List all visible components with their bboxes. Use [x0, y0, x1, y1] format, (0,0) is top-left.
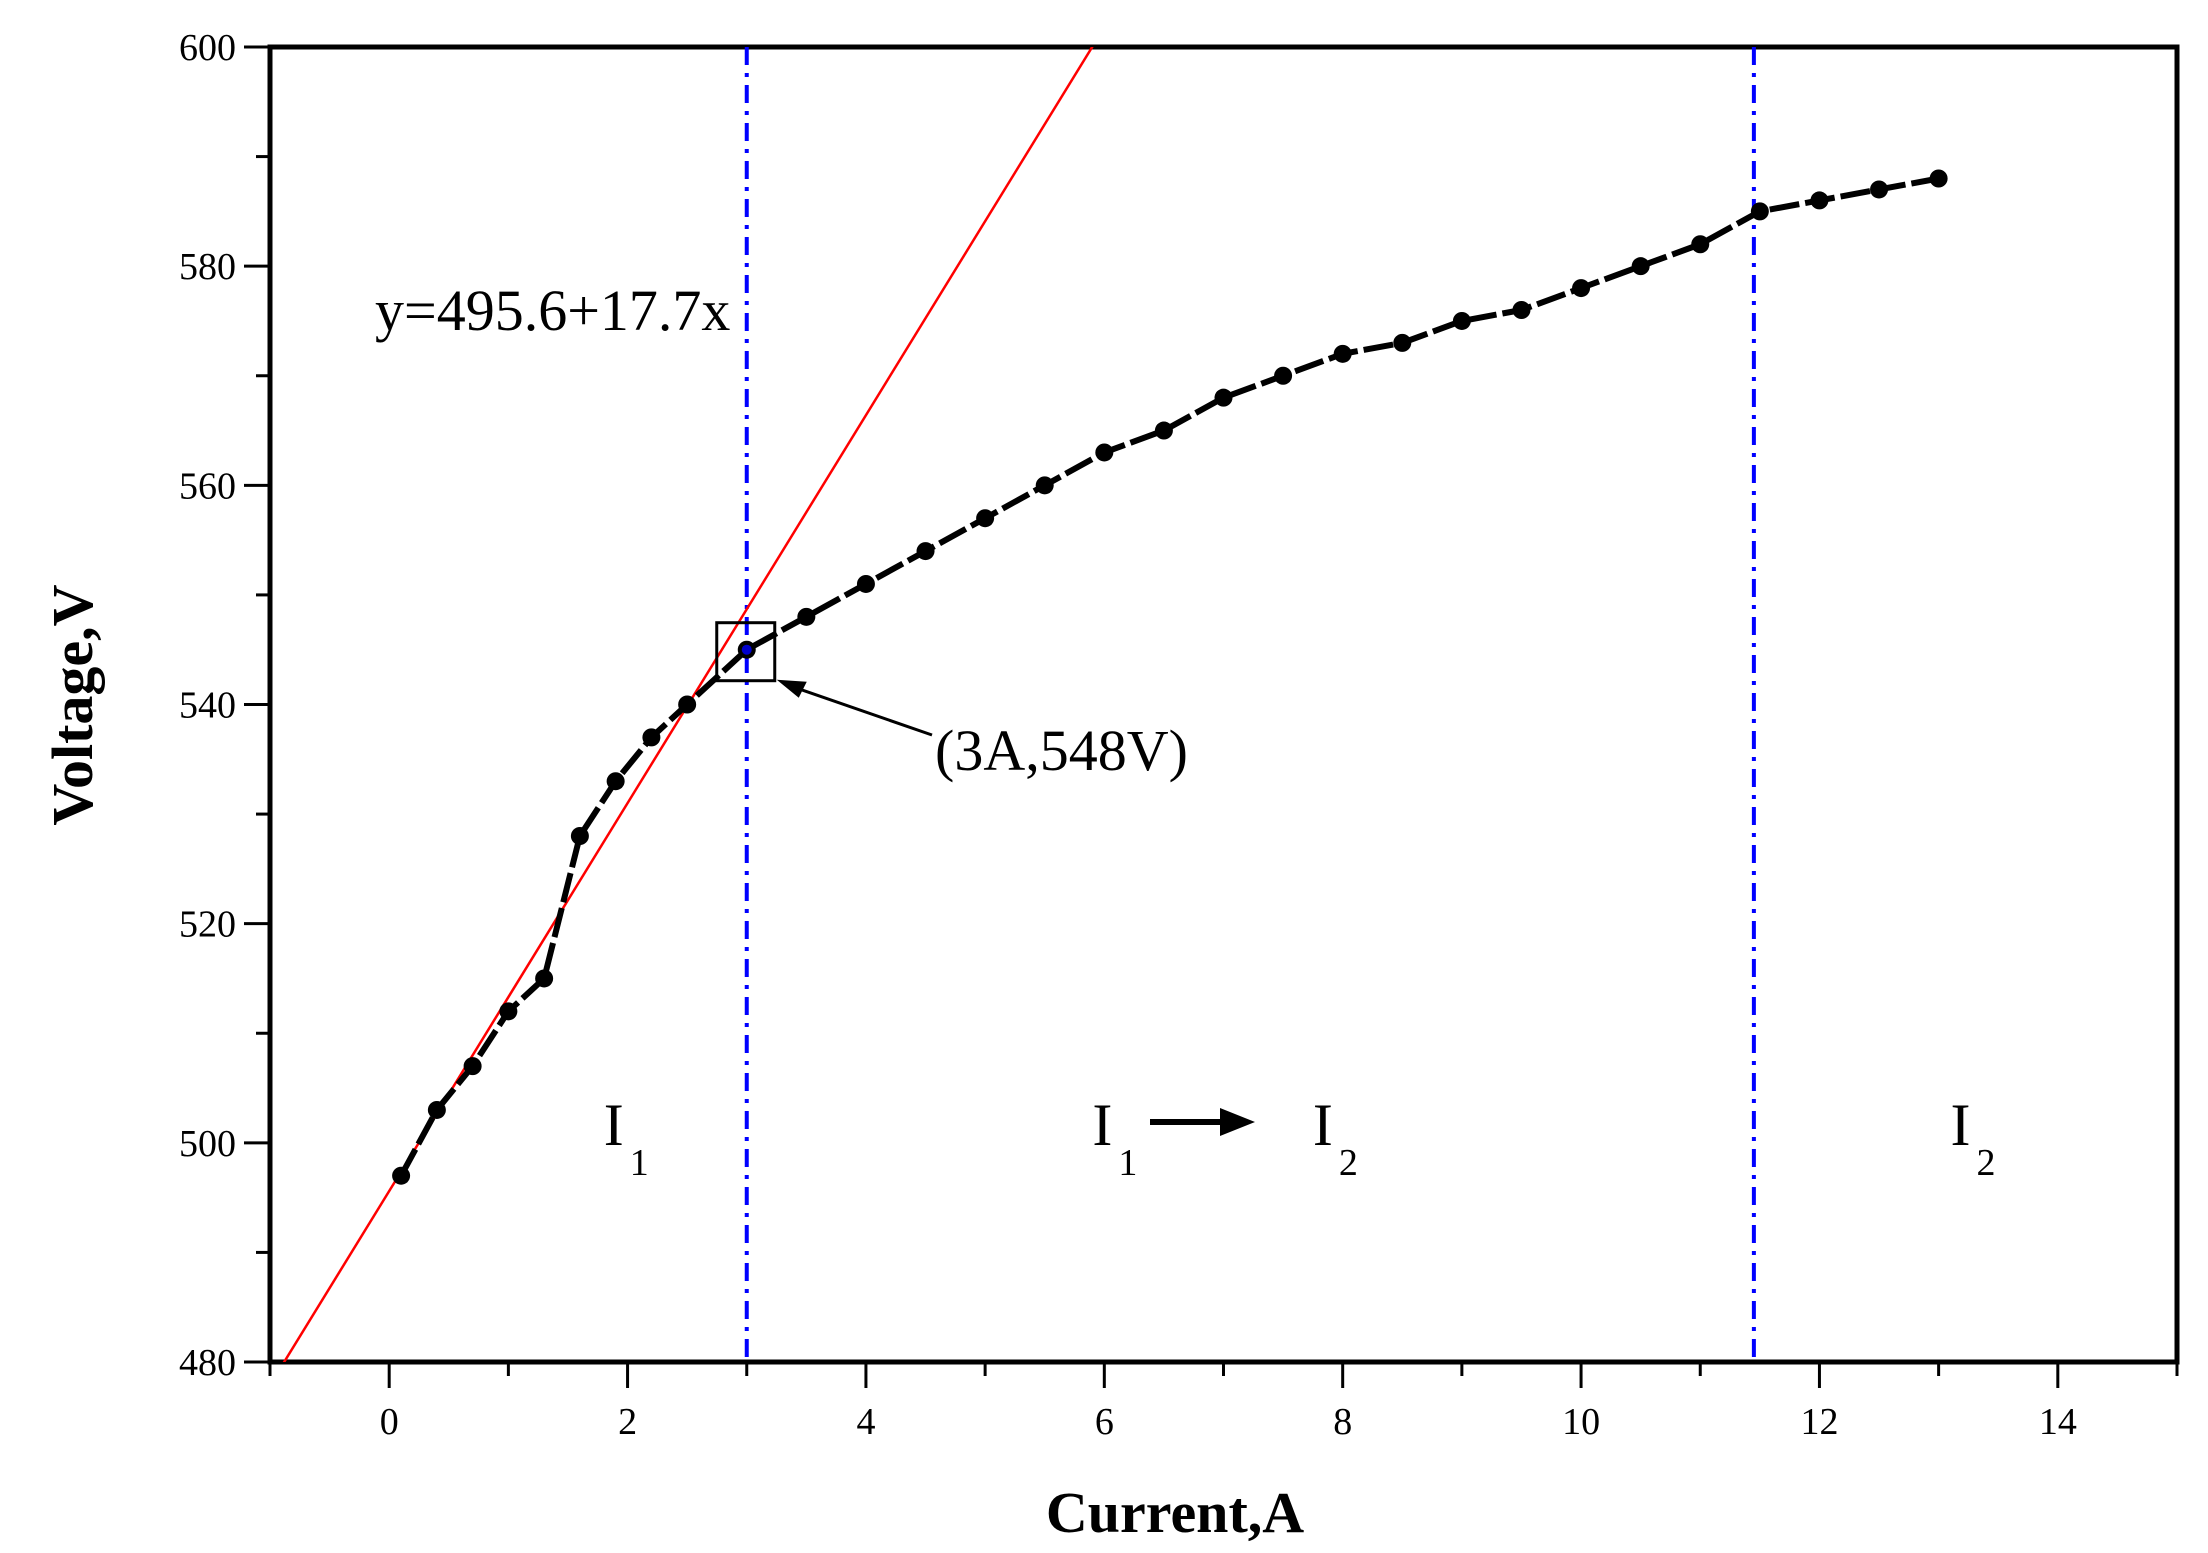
data-point: [1274, 366, 1293, 385]
data-point: [1810, 191, 1829, 210]
region-label-subscript: 1: [1118, 1142, 1137, 1184]
region-label-subscript: 2: [1977, 1142, 1996, 1184]
data-point: [1870, 180, 1889, 199]
annotation-arrow-shaft: [786, 683, 933, 737]
data-point: [642, 728, 661, 747]
data-point: [1095, 443, 1114, 462]
region-label-subscript: 1: [630, 1142, 649, 1184]
plot-frame: [267, 44, 2180, 1365]
data-point: [570, 827, 589, 845]
annotation-arrow-head: [776, 679, 807, 698]
x-tick-label: 0: [380, 1401, 399, 1443]
x-tick-label: 10: [1562, 1401, 1600, 1443]
data-point: [1035, 476, 1054, 495]
series-line: [398, 175, 1940, 1178]
region-label: I: [604, 1092, 624, 1158]
y-tick-label: 480: [179, 1342, 236, 1384]
x-axis-title: Current,A: [1046, 1480, 1304, 1545]
y-tick-label: 560: [179, 465, 236, 507]
data-point: [1214, 388, 1233, 407]
highlight-label: (3A,548V): [935, 718, 1188, 783]
data-point: [1572, 279, 1591, 298]
data-point: [392, 1166, 411, 1185]
region-label: I: [1951, 1092, 1971, 1158]
x-tick-label: 12: [1800, 1401, 1838, 1443]
data-point: [1393, 333, 1412, 352]
y-tick-label: 520: [179, 904, 236, 946]
y-tick-label: 540: [179, 685, 236, 727]
fit-equation-label: y=495.6+17.7x: [375, 278, 730, 343]
data-point: [1452, 311, 1471, 330]
data-point: [916, 542, 935, 561]
data-point: [1750, 202, 1769, 221]
region-label: I: [1313, 1092, 1333, 1158]
data-point: [535, 969, 554, 988]
plot-area: [282, 47, 1948, 1362]
data-point: [463, 1057, 482, 1076]
data-point: [1929, 169, 1948, 188]
transition-arrow-head: [1220, 1108, 1255, 1136]
data-point: [606, 772, 625, 791]
data-point: [1333, 344, 1352, 363]
data-point: [976, 509, 995, 528]
x-tick-label: 2: [618, 1401, 637, 1443]
region-label-subscript: 2: [1339, 1142, 1358, 1184]
data-point: [499, 1002, 518, 1021]
x-tick-label: 4: [856, 1401, 875, 1443]
data-point: [1631, 257, 1650, 276]
data-point: [856, 574, 875, 593]
data-point: [1154, 421, 1173, 440]
data-point: [797, 607, 816, 626]
x-tick-label: 6: [1095, 1401, 1114, 1443]
y-tick-label: 600: [179, 27, 236, 69]
data-point: [1512, 301, 1531, 319]
x-tick-label: 14: [2039, 1401, 2077, 1443]
highlight-point: [741, 644, 752, 655]
region-label: I: [1092, 1092, 1112, 1158]
data-point: [427, 1100, 446, 1119]
data-point: [1691, 235, 1710, 254]
y-tick-label: 580: [179, 246, 236, 288]
highlight-box: [715, 621, 777, 683]
x-tick-label: 8: [1333, 1401, 1352, 1443]
data-point: [678, 695, 697, 714]
y-tick-label: 500: [179, 1123, 236, 1165]
y-axis-title: Voltage,V: [40, 584, 105, 825]
